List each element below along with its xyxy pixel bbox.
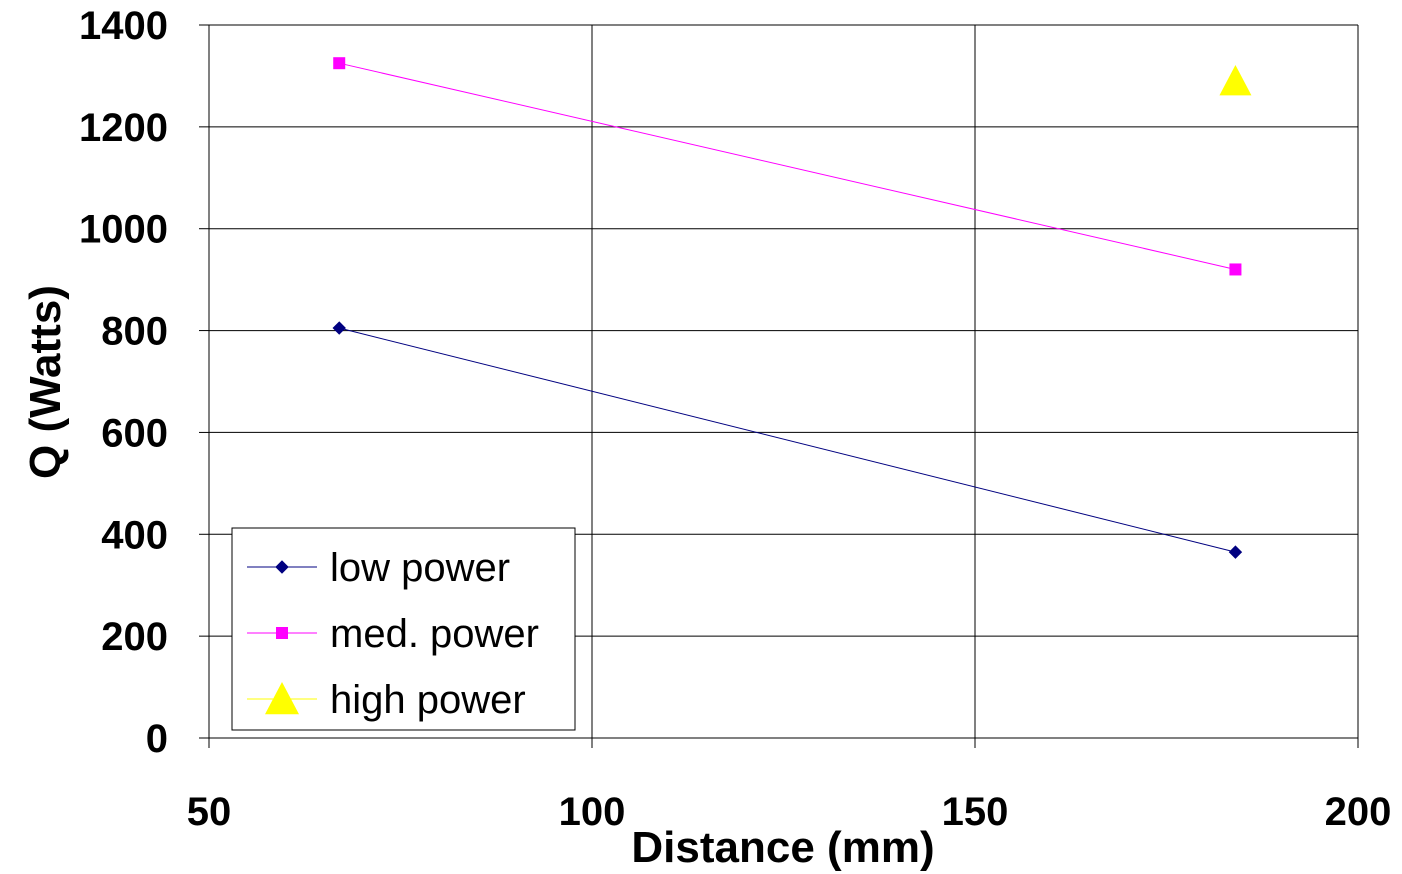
- legend-marker-med-power: [276, 627, 288, 639]
- x-tick-label: 150: [942, 790, 1009, 834]
- x-axis-title: Distance (mm): [631, 823, 934, 872]
- y-tick-label: 600: [101, 411, 168, 455]
- legend-marker-high-power: [265, 682, 299, 715]
- y-tick-label: 0: [146, 717, 168, 761]
- x-tick-label: 200: [1325, 790, 1392, 834]
- y-tick-label: 1000: [79, 208, 168, 252]
- legend-label-med-power: med. power: [330, 612, 539, 656]
- legend-marker-low-power: [275, 560, 289, 574]
- legend: low power med. power high power: [231, 527, 576, 731]
- data-point-med-power: [333, 57, 346, 70]
- series-line-med-power: [339, 62, 1236, 270]
- y-tick-label: 200: [101, 615, 168, 659]
- series-layer: [332, 57, 1252, 559]
- x-tick-label: 50: [187, 790, 232, 834]
- y-tick-label: 1400: [79, 4, 168, 48]
- tick-labels: 0 200 400 600 800 1000 1200 1400 50 100 150 200: [79, 4, 1391, 834]
- data-point-high-power: [1219, 65, 1252, 96]
- data-point-med-power: [1229, 263, 1242, 276]
- y-tick-label: 400: [101, 513, 168, 557]
- data-point-low-power: [332, 321, 346, 335]
- data-point-low-power: [1228, 545, 1243, 559]
- legend-label-low-power: low power: [330, 546, 510, 590]
- series-line-low-power: [339, 327, 1236, 553]
- y-tick-label: 800: [101, 310, 168, 354]
- axes: [199, 24, 1359, 748]
- y-axis-title: Q (Watts): [21, 285, 70, 479]
- x-tick-label: 100: [559, 790, 626, 834]
- y-tick-label: 1200: [79, 106, 168, 150]
- legend-label-high-power: high power: [330, 678, 526, 722]
